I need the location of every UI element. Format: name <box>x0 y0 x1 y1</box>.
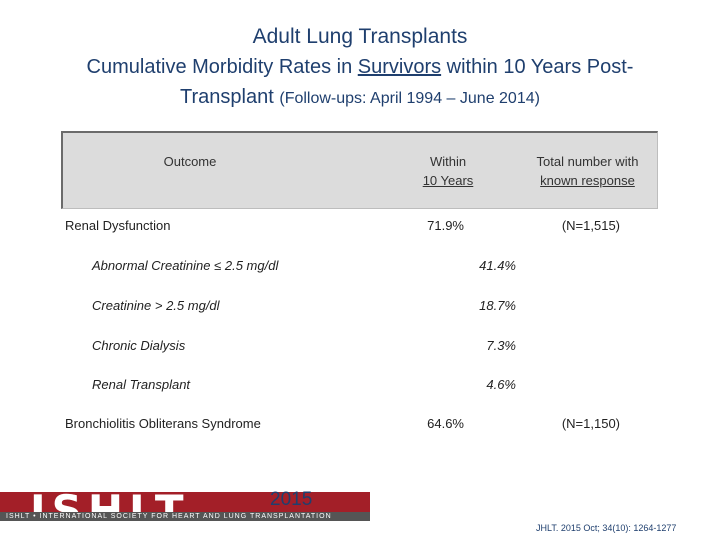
row-value-renal-transplant: 4.6% <box>486 377 516 392</box>
row-label-chronic-dialysis: Chronic Dialysis <box>92 338 186 353</box>
table-header-box <box>61 131 658 209</box>
header-within-10-years: Within 10 Years <box>398 152 498 190</box>
row-value-renal-dysfunction: 71.9% <box>427 218 464 233</box>
logo-red-band <box>0 492 370 512</box>
row-label-renal-dysfunction: Renal Dysfunction <box>65 218 171 233</box>
row-total-bos: (N=1,150) <box>561 416 620 431</box>
row-label-abnormal-creatinine: Abnormal Creatinine ≤ 2.5 mg/dl <box>92 258 279 273</box>
row-value-bos: 64.6% <box>427 416 464 431</box>
footer-year: 2015 <box>270 489 313 510</box>
row-total-renal-dysfunction: (N=1,515) <box>561 218 620 233</box>
header-total-line-2: known response <box>540 173 635 188</box>
header-outcome: Outcome <box>163 154 217 169</box>
title-followup-range: (Follow-ups: April 1994 – June 2014) <box>279 90 540 107</box>
footer-citation: JHLT. 2015 Oct; 34(10): 1264-1277 <box>536 523 677 533</box>
logo-subtitle: ISHLT • INTERNATIONAL SOCIETY FOR HEART … <box>0 512 370 521</box>
header-total-known-response: Total number with known response <box>520 152 655 190</box>
row-label-creatinine-above: Creatinine > 2.5 mg/dl <box>92 298 220 313</box>
title-line-3-main: Transplant <box>180 86 280 108</box>
title-line-2-pre: Cumulative Morbidity Rates in <box>86 56 358 78</box>
title-line-2: Cumulative Morbidity Rates in Survivors … <box>0 52 720 82</box>
row-label-renal-transplant: Renal Transplant <box>92 377 191 392</box>
title-line-1: Adult Lung Transplants <box>252 25 468 48</box>
header-within-line-2: 10 Years <box>422 173 474 188</box>
header-total-line-1: Total number with <box>536 154 639 169</box>
title-line-2-post: within 10 Years Post- <box>441 56 634 78</box>
row-value-abnormal-creatinine: 41.4% <box>479 258 516 273</box>
row-value-creatinine-above: 18.7% <box>479 298 516 313</box>
header-within-line-1: Within <box>429 154 467 169</box>
logo-text: ISHLT <box>30 486 190 535</box>
title-line-3: Transplant (Follow-ups: April 1994 – Jun… <box>0 82 720 114</box>
row-label-bos: Bronchiolitis Obliterans Syndrome <box>65 416 261 431</box>
ishlt-logo: ISHLT ISHLT • INTERNATIONAL SOCIETY FOR … <box>0 486 370 540</box>
title-survivors-underlined: Survivors <box>357 56 442 78</box>
row-value-chronic-dialysis: 7.3% <box>486 338 516 353</box>
slide-title: Adult Lung Transplants Cumulative Morbid… <box>0 22 720 114</box>
